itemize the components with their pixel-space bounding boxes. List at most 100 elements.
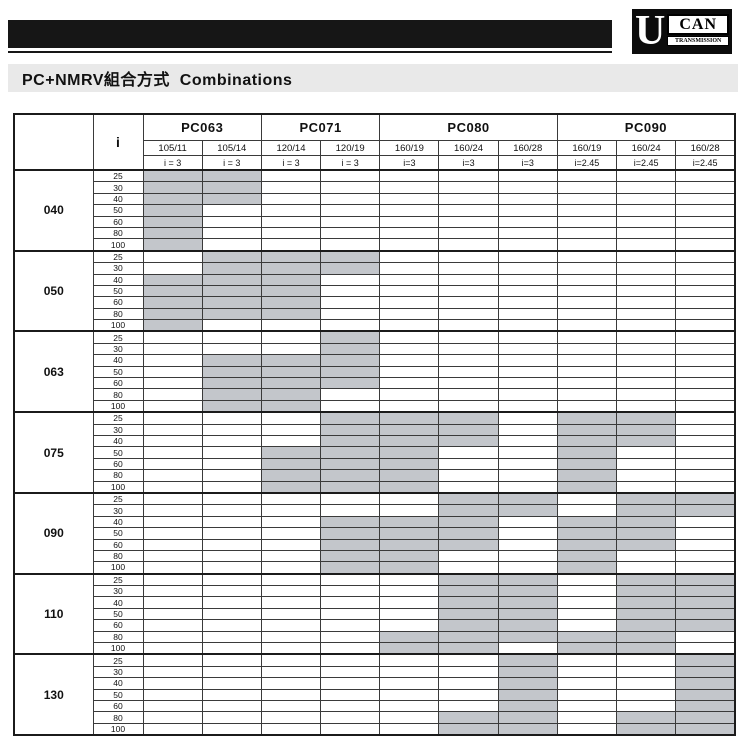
combination-available-cell [497, 722, 558, 736]
combination-available-cell [320, 365, 381, 379]
combination-available-cell [260, 262, 322, 275]
combination-empty-cell [201, 480, 262, 494]
combination-empty-cell [201, 711, 262, 724]
combination-empty-cell [260, 491, 322, 506]
combination-empty-cell [142, 504, 203, 517]
model-header: 120/19 [320, 140, 381, 156]
combination-available-cell [201, 354, 262, 367]
combination-empty-cell [260, 538, 322, 551]
combination-available-cell [615, 722, 677, 736]
combination-empty-cell [201, 665, 262, 679]
combination-empty-cell [320, 238, 381, 252]
combination-available-cell [201, 388, 262, 401]
combination-available-cell [201, 377, 262, 390]
combination-available-cell [556, 423, 618, 437]
i-value-cell: 25 [92, 653, 144, 667]
combination-empty-cell [615, 284, 677, 298]
combination-available-cell [497, 699, 558, 713]
combination-empty-cell [379, 204, 440, 217]
combination-empty-cell [379, 585, 440, 598]
i-value-cell: 60 [92, 215, 144, 228]
table-row: 40 [14, 354, 736, 367]
combination-empty-cell [675, 423, 736, 437]
combination-empty-cell [142, 411, 203, 425]
combination-empty-cell [142, 699, 203, 713]
combination-available-cell [142, 226, 203, 240]
combination-available-cell [260, 284, 322, 298]
combination-empty-cell [556, 653, 618, 667]
combination-empty-cell [556, 192, 618, 206]
i-value-cell: 25 [92, 330, 144, 344]
combination-available-cell [615, 411, 677, 425]
combination-available-cell [260, 249, 322, 264]
i-value-cell: 100 [92, 480, 144, 494]
combination-available-cell [260, 457, 322, 471]
combination-empty-cell [379, 249, 440, 264]
combination-empty-cell [497, 249, 558, 264]
combination-empty-cell [497, 411, 558, 425]
combination-empty-cell [497, 480, 558, 494]
ratio-header: i=3 [497, 155, 558, 171]
table-row: 40 [14, 434, 736, 448]
combination-empty-cell [438, 561, 499, 575]
i-value-cell: 40 [92, 677, 144, 690]
table-row: 80 [14, 388, 736, 401]
combination-empty-cell [142, 585, 203, 598]
combination-empty-cell [201, 538, 262, 551]
combination-empty-cell [142, 722, 203, 736]
combination-empty-cell [379, 342, 440, 356]
combination-empty-cell [497, 238, 558, 252]
i-value-cell: 50 [92, 527, 144, 540]
combination-empty-cell [556, 204, 618, 217]
table-row: 100 [14, 642, 736, 655]
combination-empty-cell [675, 284, 736, 298]
combination-available-cell [320, 434, 381, 448]
combination-empty-cell [675, 238, 736, 252]
combination-empty-cell [675, 342, 736, 356]
combination-empty-cell [379, 504, 440, 517]
combination-empty-cell [556, 330, 618, 344]
combination-available-cell [615, 491, 677, 506]
combination-available-cell [675, 491, 736, 506]
combination-empty-cell [675, 215, 736, 228]
combination-empty-cell [379, 238, 440, 252]
combination-empty-cell [201, 642, 262, 655]
combination-empty-cell [260, 192, 322, 206]
combination-available-cell [615, 642, 677, 655]
combination-empty-cell [260, 607, 322, 621]
combination-empty-cell [497, 446, 558, 459]
table-row: 100 [14, 722, 736, 736]
combination-available-cell [556, 457, 618, 471]
combination-empty-cell [556, 365, 618, 379]
top-rule-line [8, 51, 612, 53]
i-value-cell: 60 [92, 377, 144, 390]
header-row-ratios: i = 3 i = 3 i = 3 i = 3 i=3 i=3 i=3 i=2.… [14, 155, 736, 171]
combination-empty-cell [497, 549, 558, 563]
combination-empty-cell [675, 642, 736, 655]
combination-empty-cell [379, 711, 440, 724]
combination-empty-cell [142, 665, 203, 679]
combination-empty-cell [615, 561, 677, 575]
i-value-cell: 30 [92, 262, 144, 275]
table-row: 110 25 [13, 572, 736, 655]
combination-empty-cell [320, 711, 381, 724]
combination-available-cell [675, 677, 736, 690]
combination-empty-cell [379, 262, 440, 275]
combination-empty-cell [438, 365, 499, 379]
combination-empty-cell [615, 446, 677, 459]
combination-empty-cell [497, 365, 558, 379]
i-value-cell: 60 [92, 619, 144, 632]
combination-empty-cell [497, 307, 558, 321]
combination-empty-cell [556, 284, 618, 298]
combination-available-cell [142, 169, 203, 183]
combination-empty-cell [260, 204, 322, 217]
combination-empty-cell [260, 181, 322, 194]
combination-empty-cell [615, 688, 677, 701]
combination-empty-cell [379, 572, 440, 587]
combination-empty-cell [260, 549, 322, 563]
combination-available-cell [142, 204, 203, 217]
table-row: 60 [14, 699, 736, 713]
combination-available-cell [260, 480, 322, 494]
combination-available-cell [201, 181, 262, 194]
combination-available-cell [438, 596, 499, 609]
